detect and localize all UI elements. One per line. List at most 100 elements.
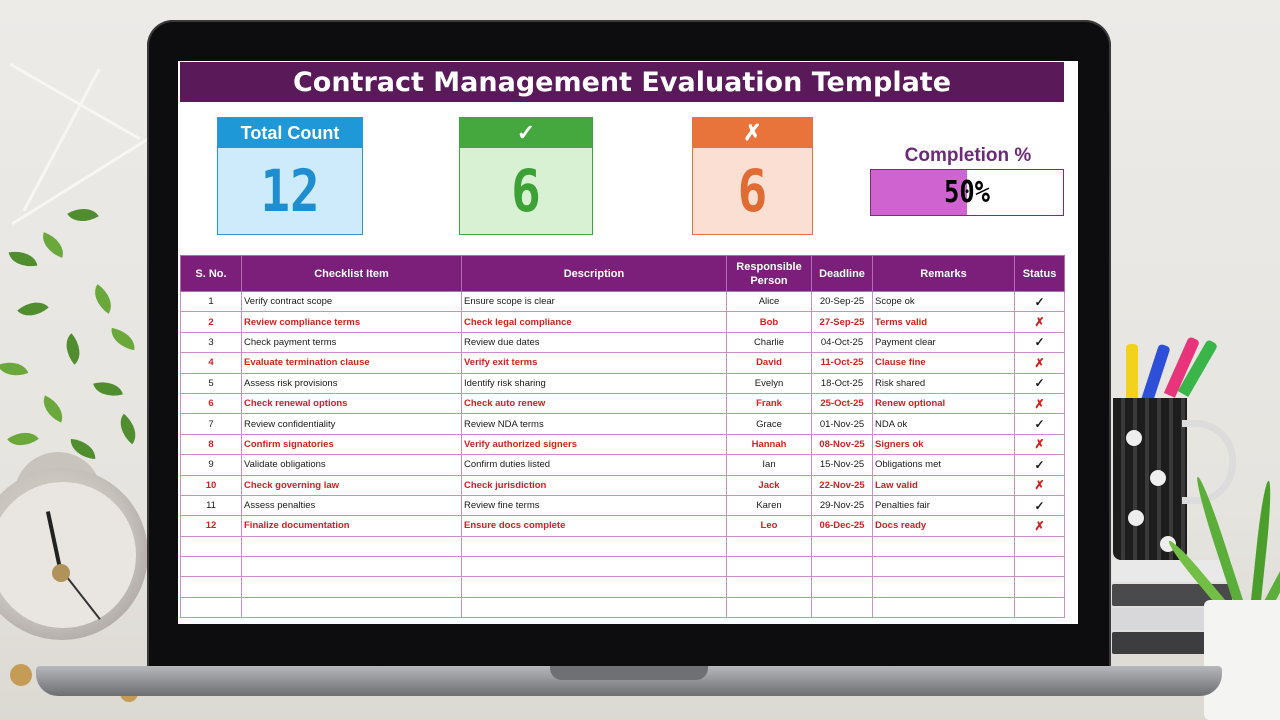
table-row[interactable]: 2 Review compliance terms Check legal comp… <box>180 311 1065 333</box>
cell-checklist-item[interactable]: Verify contract scope <box>241 290 462 313</box>
cell-description[interactable]: Ensure docs complete <box>461 515 727 537</box>
header-checklist-item[interactable]: Checklist Item <box>241 255 462 292</box>
table-row[interactable]: 7 Review confidentiality Review NDA terms G… <box>180 413 1065 435</box>
empty-cell[interactable] <box>1014 576 1065 598</box>
cell-s-no[interactable]: 3 <box>180 331 242 354</box>
cell-remarks[interactable]: Scope ok <box>872 290 1015 313</box>
cell-deadline[interactable]: 29-Nov-25 <box>811 494 873 517</box>
cell-checklist-item[interactable]: Review confidentiality <box>241 413 462 435</box>
cell-responsible-person[interactable]: Grace <box>726 413 812 435</box>
empty-cell[interactable] <box>811 556 873 578</box>
status-cross-icon[interactable]: ✗ <box>1014 311 1065 333</box>
table-row[interactable]: 8 Confirm signatories Verify authorized si… <box>180 433 1065 456</box>
empty-cell[interactable] <box>811 596 873 619</box>
empty-cell[interactable] <box>811 535 873 558</box>
cell-checklist-item[interactable]: Finalize documentation <box>241 515 462 537</box>
empty-cell[interactable] <box>241 535 462 558</box>
empty-cell[interactable] <box>461 576 727 598</box>
cell-description[interactable]: Confirm duties listed <box>461 454 727 476</box>
empty-cell[interactable] <box>1014 556 1065 578</box>
empty-cell[interactable] <box>180 535 242 558</box>
cell-s-no[interactable]: 9 <box>180 454 242 476</box>
cell-responsible-person[interactable]: Ian <box>726 454 812 476</box>
cell-remarks[interactable]: NDA ok <box>872 413 1015 435</box>
cell-checklist-item[interactable]: Check payment terms <box>241 331 462 354</box>
cell-checklist-item[interactable]: Validate obligations <box>241 454 462 476</box>
cell-s-no[interactable]: 1 <box>180 290 242 313</box>
cell-responsible-person[interactable]: Hannah <box>726 433 812 456</box>
empty-cell[interactable] <box>180 596 242 619</box>
empty-cell[interactable] <box>461 596 727 619</box>
empty-table-row[interactable] <box>180 556 1065 578</box>
cell-remarks[interactable]: Risk shared <box>872 372 1015 394</box>
header-responsible-person[interactable]: Responsible Person <box>726 255 812 292</box>
cell-description[interactable]: Review fine terms <box>461 494 727 517</box>
cell-remarks[interactable]: Docs ready <box>872 515 1015 537</box>
cell-remarks[interactable]: Terms valid <box>872 311 1015 333</box>
cell-s-no[interactable]: 10 <box>180 474 242 496</box>
empty-cell[interactable] <box>241 596 462 619</box>
header-deadline[interactable]: Deadline <box>811 255 873 292</box>
table-row[interactable]: 4 Evaluate termination clause Verify exit … <box>180 352 1065 374</box>
status-check-icon[interactable]: ✓ <box>1014 331 1065 354</box>
empty-cell[interactable] <box>872 535 1015 558</box>
empty-cell[interactable] <box>726 596 812 619</box>
cell-responsible-person[interactable]: David <box>726 352 812 374</box>
cell-description[interactable]: Identify risk sharing <box>461 372 727 394</box>
cell-responsible-person[interactable]: Evelyn <box>726 372 812 394</box>
cell-description[interactable]: Verify authorized signers <box>461 433 727 456</box>
empty-table-row[interactable] <box>180 576 1065 598</box>
cell-deadline[interactable]: 01-Nov-25 <box>811 413 873 435</box>
cell-description[interactable]: Check auto renew <box>461 392 727 415</box>
empty-cell[interactable] <box>1014 535 1065 558</box>
cell-responsible-person[interactable]: Leo <box>726 515 812 537</box>
cell-description[interactable]: Review due dates <box>461 331 727 354</box>
cell-s-no[interactable]: 12 <box>180 515 242 537</box>
empty-cell[interactable] <box>461 535 727 558</box>
empty-cell[interactable] <box>872 556 1015 578</box>
cell-remarks[interactable]: Law valid <box>872 474 1015 496</box>
cell-description[interactable]: Review NDA terms <box>461 413 727 435</box>
empty-cell[interactable] <box>241 556 462 578</box>
cell-checklist-item[interactable]: Assess risk provisions <box>241 372 462 394</box>
cell-deadline[interactable]: 22-Nov-25 <box>811 474 873 496</box>
cell-deadline[interactable]: 15-Nov-25 <box>811 454 873 476</box>
cell-s-no[interactable]: 8 <box>180 433 242 456</box>
empty-cell[interactable] <box>1014 596 1065 619</box>
cell-remarks[interactable]: Payment clear <box>872 331 1015 354</box>
cell-deadline[interactable]: 06-Dec-25 <box>811 515 873 537</box>
status-check-icon[interactable]: ✓ <box>1014 290 1065 313</box>
cell-remarks[interactable]: Renew optional <box>872 392 1015 415</box>
cell-responsible-person[interactable]: Karen <box>726 494 812 517</box>
cell-s-no[interactable]: 7 <box>180 413 242 435</box>
empty-cell[interactable] <box>241 576 462 598</box>
cell-s-no[interactable]: 5 <box>180 372 242 394</box>
cell-deadline[interactable]: 18-Oct-25 <box>811 372 873 394</box>
status-cross-icon[interactable]: ✗ <box>1014 474 1065 496</box>
cell-responsible-person[interactable]: Frank <box>726 392 812 415</box>
cell-responsible-person[interactable]: Charlie <box>726 331 812 354</box>
empty-cell[interactable] <box>726 576 812 598</box>
cell-s-no[interactable]: 11 <box>180 494 242 517</box>
cell-responsible-person[interactable]: Alice <box>726 290 812 313</box>
table-row[interactable]: 5 Assess risk provisions Identify risk sha… <box>180 372 1065 394</box>
table-row[interactable]: 1 Verify contract scope Ensure scope is cl… <box>180 290 1065 313</box>
cell-description[interactable]: Check jurisdiction <box>461 474 727 496</box>
cell-deadline[interactable]: 20-Sep-25 <box>811 290 873 313</box>
empty-cell[interactable] <box>461 556 727 578</box>
cell-remarks[interactable]: Obligations met <box>872 454 1015 476</box>
header-remarks[interactable]: Remarks <box>872 255 1015 292</box>
empty-cell[interactable] <box>180 556 242 578</box>
empty-table-row[interactable] <box>180 535 1065 558</box>
status-cross-icon[interactable]: ✗ <box>1014 352 1065 374</box>
table-row[interactable]: 6 Check renewal options Check auto renew Fr… <box>180 392 1065 415</box>
status-check-icon[interactable]: ✓ <box>1014 494 1065 517</box>
cell-description[interactable]: Ensure scope is clear <box>461 290 727 313</box>
cell-s-no[interactable]: 6 <box>180 392 242 415</box>
empty-cell[interactable] <box>872 596 1015 619</box>
cell-checklist-item[interactable]: Assess penalties <box>241 494 462 517</box>
cell-deadline[interactable]: 25-Oct-25 <box>811 392 873 415</box>
cell-deadline[interactable]: 08-Nov-25 <box>811 433 873 456</box>
empty-cell[interactable] <box>180 576 242 598</box>
cell-responsible-person[interactable]: Bob <box>726 311 812 333</box>
